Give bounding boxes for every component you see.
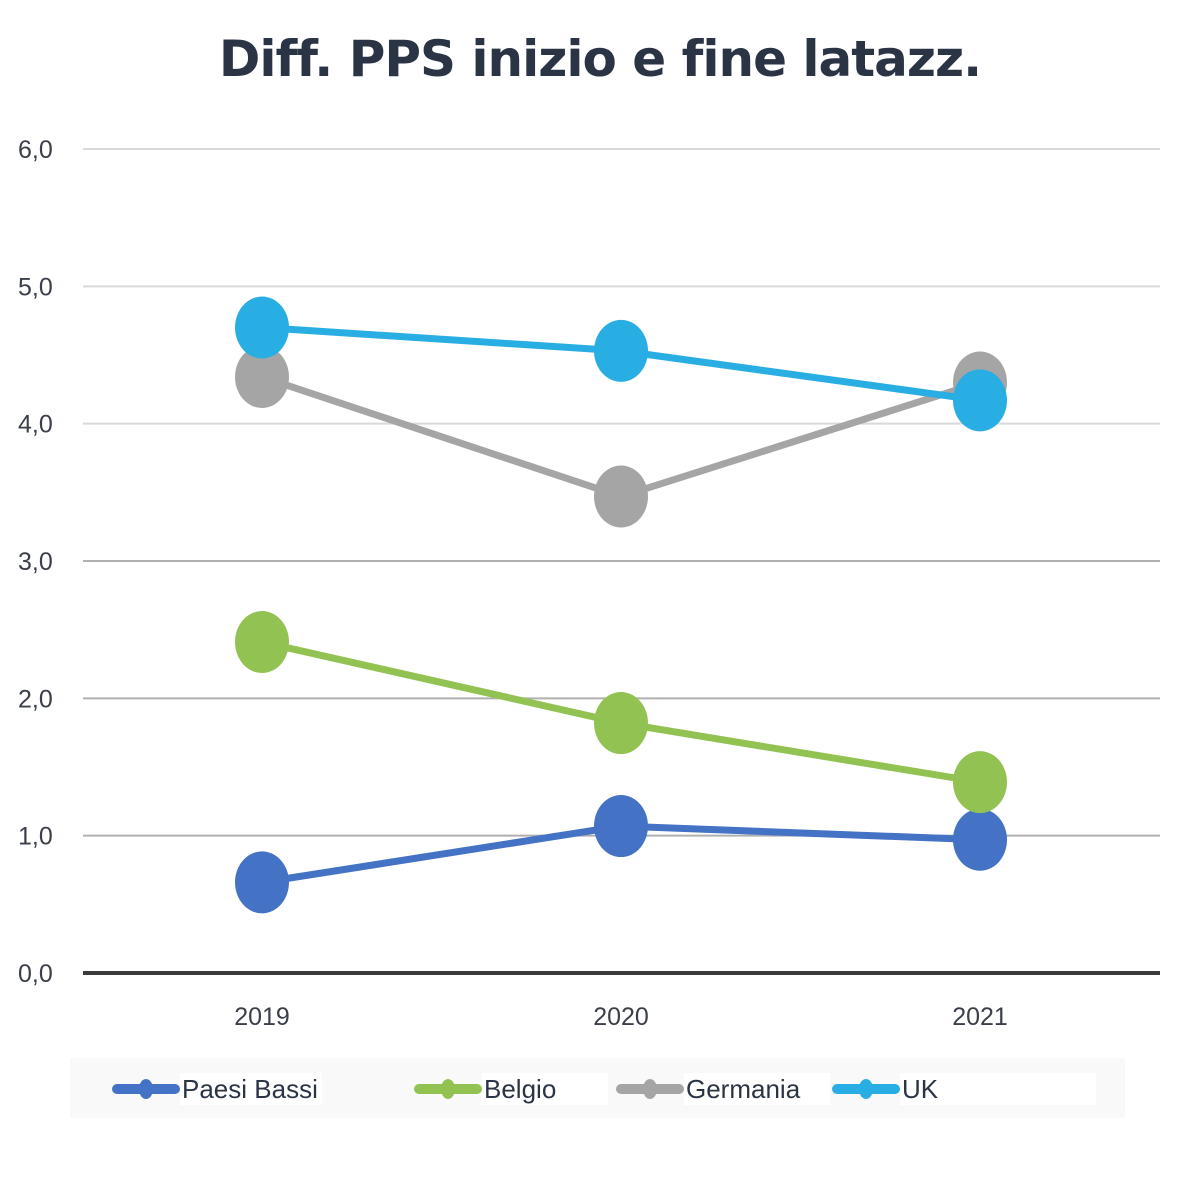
legend-label: Paesi Bassi [180,1073,322,1105]
legend-label: Germania [684,1073,830,1105]
y-tick-label: 0,0 [18,960,53,988]
data-point [594,795,648,858]
legend-item: UK [832,1073,1096,1105]
x-tick-label: 2021 [952,1003,1008,1031]
x-tick-label: 2019 [234,1003,290,1031]
y-tick-label: 6,0 [18,136,53,164]
data-point [235,296,289,359]
line-chart: 0,0 1,0 2,0 3,0 4,0 5,0 6,0 2019 2020 2021 [18,136,1160,1031]
legend-label: Belgio [482,1073,608,1105]
legend-marker-icon [414,1079,482,1099]
y-tick-label: 5,0 [18,273,53,301]
data-point [235,345,289,408]
data-point [953,369,1007,432]
x-tick-label: 2020 [593,1003,649,1031]
legend-marker-icon [112,1079,180,1099]
data-point [235,611,289,674]
series-paesi-bassi [235,795,1007,914]
y-tick-label: 3,0 [18,548,53,576]
data-point [594,319,648,382]
legend-label: UK [900,1073,1096,1105]
legend: Paesi Bassi Belgio Germania UK [70,1058,1125,1118]
y-tick-label: 1,0 [18,823,53,851]
legend-marker-icon [832,1079,900,1099]
series-uk [235,296,1007,432]
legend-item: Germania [616,1073,830,1105]
chart-title: Diff. PPS inizio e fine latazz. [218,30,982,88]
series-belgio [235,611,1007,814]
data-point [953,808,1007,871]
y-tick-label: 4,0 [18,411,53,439]
data-point [953,751,1007,814]
legend-item: Paesi Bassi [112,1073,322,1105]
legend-item: Belgio [414,1073,608,1105]
data-point [594,465,648,528]
data-point [235,851,289,914]
legend-marker-icon [616,1079,684,1099]
y-tick-label: 2,0 [18,685,53,713]
data-point [594,692,648,755]
